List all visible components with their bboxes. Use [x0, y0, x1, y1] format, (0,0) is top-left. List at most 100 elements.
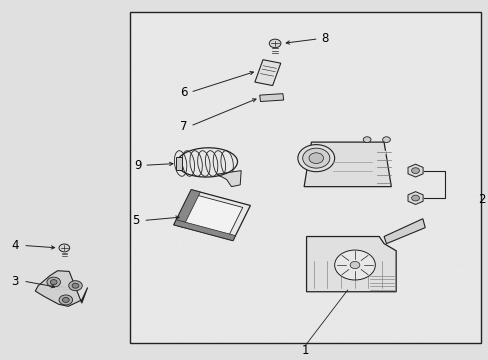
Point: [294, 165, 302, 170]
Point: [446, 328, 453, 333]
Point: [353, 237, 361, 243]
Point: [258, 159, 266, 165]
Point: [235, 53, 243, 59]
Point: [222, 59, 229, 65]
Point: [173, 36, 181, 42]
Point: [461, 72, 469, 78]
Point: [288, 197, 296, 202]
Point: [452, 36, 460, 42]
Point: [265, 237, 273, 242]
Point: [387, 227, 395, 233]
Circle shape: [59, 295, 72, 305]
Point: [348, 49, 356, 55]
Point: [162, 165, 170, 171]
Point: [392, 281, 400, 287]
Point: [197, 203, 204, 209]
Point: [292, 94, 300, 100]
Point: [367, 302, 375, 308]
Point: [467, 133, 474, 139]
Point: [292, 243, 300, 249]
Point: [197, 301, 205, 306]
Point: [207, 287, 215, 293]
Point: [190, 284, 198, 290]
Point: [361, 335, 369, 341]
Point: [339, 293, 347, 298]
Point: [330, 81, 338, 86]
Point: [301, 132, 309, 138]
Point: [182, 249, 189, 255]
Point: [222, 159, 230, 165]
Point: [160, 150, 168, 156]
Point: [202, 272, 210, 278]
Point: [148, 160, 156, 166]
Point: [269, 31, 277, 36]
Point: [308, 75, 316, 81]
Point: [310, 120, 318, 126]
Point: [174, 34, 182, 40]
Point: [237, 148, 245, 153]
Point: [404, 222, 411, 228]
Point: [205, 27, 213, 32]
Point: [262, 36, 269, 42]
Point: [416, 267, 424, 273]
Point: [361, 109, 369, 114]
Point: [357, 222, 365, 228]
Point: [374, 114, 382, 120]
Point: [141, 90, 148, 95]
Point: [148, 59, 156, 64]
Point: [421, 315, 428, 321]
Point: [324, 292, 331, 298]
Point: [460, 51, 468, 57]
Point: [176, 32, 183, 38]
Point: [173, 29, 181, 35]
Point: [274, 181, 282, 187]
Point: [378, 235, 386, 240]
Point: [325, 253, 332, 258]
Point: [269, 141, 277, 147]
Point: [171, 14, 179, 20]
Point: [408, 48, 416, 54]
Point: [203, 223, 211, 229]
Point: [268, 302, 276, 308]
Point: [443, 107, 450, 112]
Point: [191, 17, 199, 23]
Point: [355, 39, 363, 44]
Point: [446, 33, 453, 39]
Point: [248, 228, 256, 233]
Point: [267, 121, 275, 127]
Point: [333, 234, 341, 240]
Point: [167, 154, 175, 160]
Point: [387, 338, 395, 344]
Point: [365, 251, 372, 256]
Point: [390, 245, 398, 251]
Point: [424, 54, 432, 59]
Point: [331, 181, 339, 186]
Point: [196, 77, 203, 83]
Point: [450, 249, 458, 255]
Point: [329, 48, 337, 54]
Point: [241, 109, 248, 115]
Point: [372, 75, 380, 81]
Point: [430, 328, 438, 334]
Point: [352, 312, 360, 318]
Point: [250, 154, 258, 160]
Point: [229, 136, 237, 142]
Point: [251, 192, 259, 198]
Point: [207, 262, 215, 268]
Point: [133, 233, 141, 239]
Point: [257, 176, 265, 181]
Point: [386, 101, 393, 107]
Point: [397, 124, 405, 130]
Point: [464, 186, 472, 192]
Point: [383, 273, 391, 278]
Point: [283, 39, 291, 44]
Point: [196, 181, 204, 187]
Point: [279, 321, 287, 327]
Point: [338, 172, 346, 178]
Point: [266, 41, 274, 46]
Point: [182, 266, 189, 271]
Point: [325, 268, 333, 274]
Point: [145, 144, 153, 149]
Point: [302, 91, 309, 97]
Point: [377, 96, 385, 102]
